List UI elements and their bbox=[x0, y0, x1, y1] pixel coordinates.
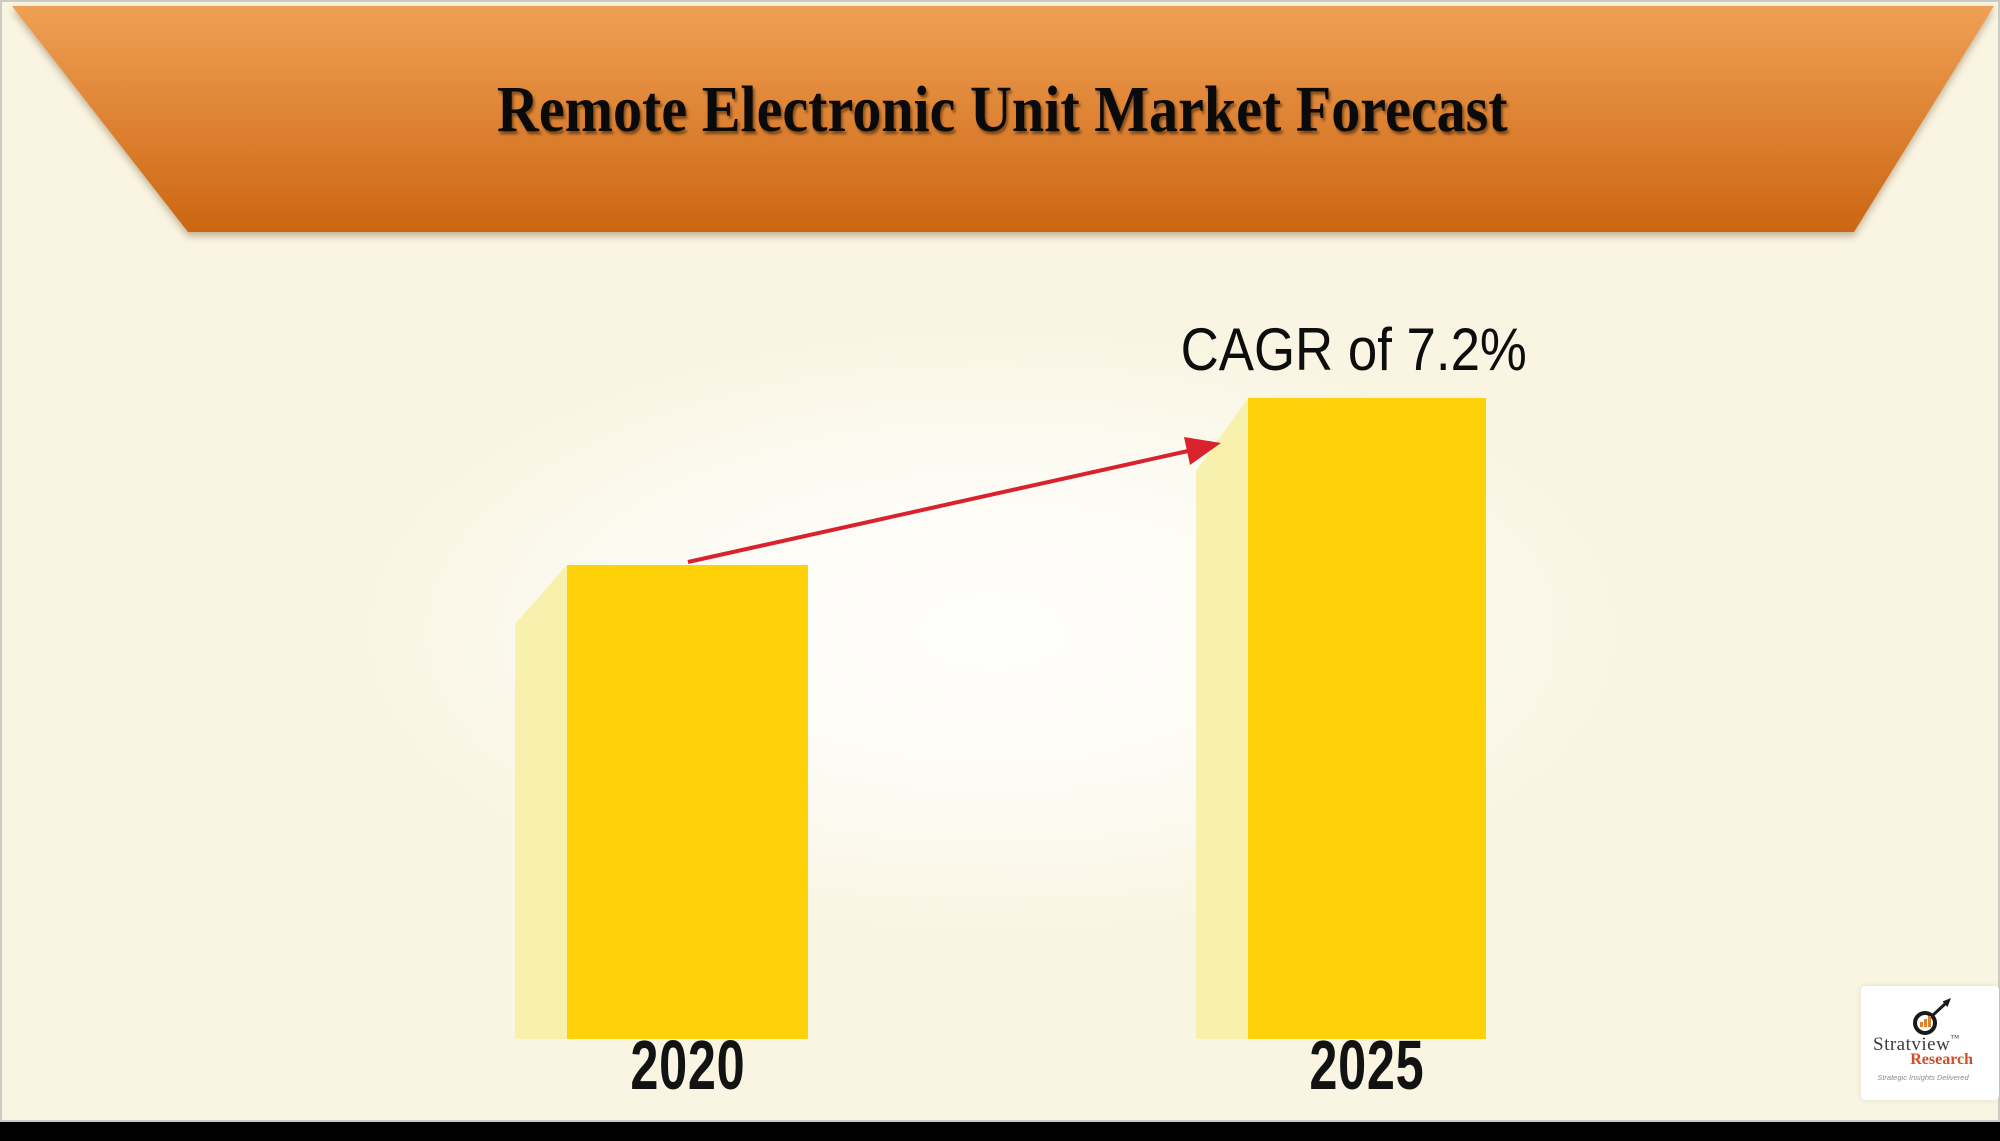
bar-2020-face bbox=[567, 565, 808, 1039]
magnifier-chart-icon bbox=[1913, 998, 1951, 1035]
stratview-research-logo: Stratview™ Research Strategic Insights D… bbox=[1861, 986, 1999, 1100]
bar-2025-face bbox=[1248, 398, 1486, 1039]
logo-sub-name: Research bbox=[1910, 1051, 1973, 1068]
logo-brand-name: Stratview™ bbox=[1873, 1033, 1960, 1055]
trademark-symbol: ™ bbox=[1950, 1033, 1960, 1043]
category-label-2020: 2020 bbox=[629, 1026, 745, 1104]
bar-2020-side-bevel bbox=[515, 565, 567, 1039]
logo-tagline: Strategic Insights Delivered bbox=[1877, 1073, 1969, 1082]
bottom-black-strip bbox=[0, 1122, 2000, 1141]
page-title: Remote Electronic Unit Market Forecast bbox=[496, 73, 1508, 146]
banner-trapezoid-shape bbox=[12, 6, 1994, 232]
bar-2025-side-bevel bbox=[1196, 398, 1248, 1039]
growth-arrow-line bbox=[687, 449, 1189, 564]
growth-arrow-head-icon bbox=[1184, 437, 1221, 465]
header-banner bbox=[12, 6, 1994, 232]
cagr-annotation: CAGR of 7.2% bbox=[1180, 316, 1528, 383]
category-label-2025: 2025 bbox=[1309, 1026, 1425, 1104]
